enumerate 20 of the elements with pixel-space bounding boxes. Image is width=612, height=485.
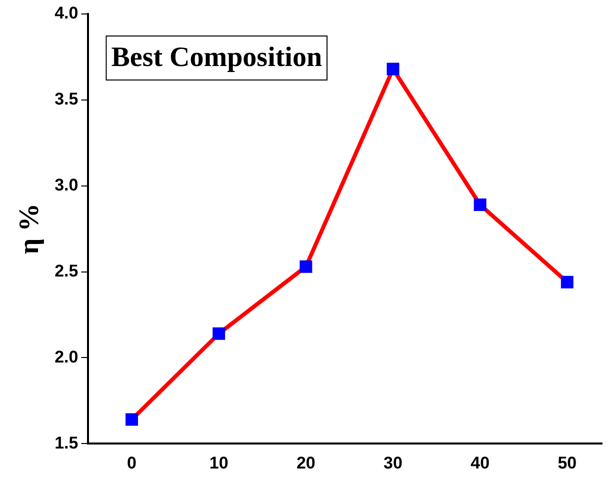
y-tick-label: 3.5 (54, 90, 78, 109)
y-tick-label: 4.0 (54, 4, 78, 23)
annotation: Best Composition (111, 42, 322, 74)
point (212, 327, 226, 340)
point (560, 276, 574, 288)
point (474, 198, 486, 211)
x-tick-label: 0 (127, 453, 137, 472)
y-tick-label: 1.5 (54, 433, 78, 452)
point (386, 62, 400, 76)
x-tick-label: 50 (558, 453, 577, 472)
y-tick-label: 2.0 (54, 347, 78, 366)
x-tick-label: 40 (470, 453, 490, 472)
x-tick-label: 20 (296, 453, 316, 472)
x-tick-label: 30 (384, 453, 402, 472)
y-axis-title: η % (14, 203, 46, 254)
y-tick-label: 2.5 (54, 261, 78, 280)
point (126, 413, 138, 426)
y-tick-label: 3.0 (54, 176, 78, 195)
point (300, 260, 312, 273)
x-tick-label: 10 (209, 453, 228, 472)
